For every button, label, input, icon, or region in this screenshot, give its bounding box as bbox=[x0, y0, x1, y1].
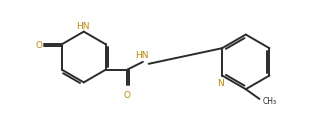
Text: O: O bbox=[36, 40, 43, 49]
Text: N: N bbox=[217, 79, 224, 88]
Text: HN: HN bbox=[135, 51, 149, 59]
Text: HN: HN bbox=[76, 21, 90, 30]
Text: CH₃: CH₃ bbox=[262, 97, 276, 105]
Text: O: O bbox=[124, 90, 131, 99]
